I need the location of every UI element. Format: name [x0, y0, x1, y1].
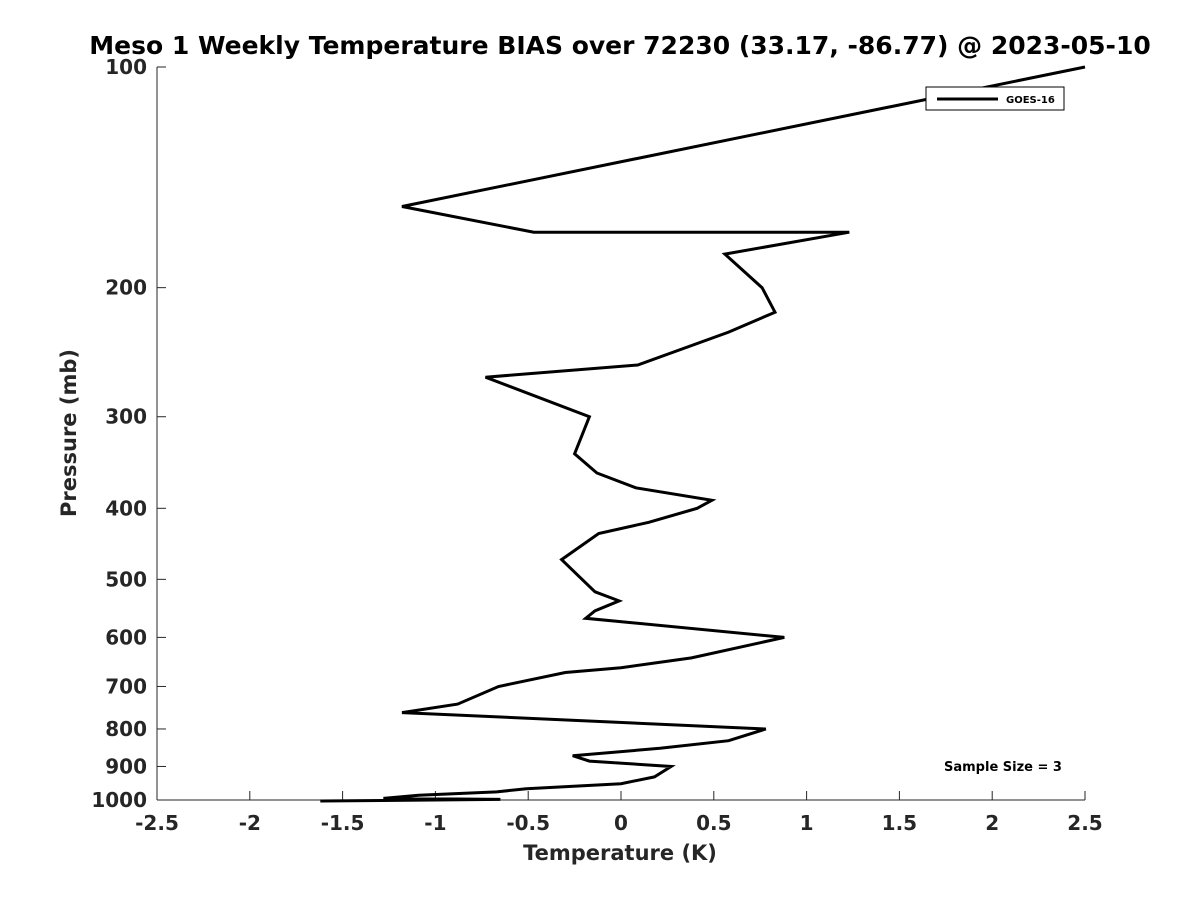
x-tick-label: 0.5 [696, 811, 731, 835]
x-tick-label: 1 [800, 811, 814, 835]
y-axis-label: Pressure (mb) [57, 349, 81, 517]
y-tick-label: 1000 [91, 788, 147, 812]
y-tick-label: 100 [105, 55, 147, 79]
legend: GOES-16 [925, 86, 1065, 111]
y-tick-label: 800 [105, 717, 147, 741]
y-tick-label: 500 [105, 567, 147, 591]
y-tick-label: 600 [105, 625, 147, 649]
y-tick-label: 700 [105, 674, 147, 698]
x-tick-label: 2.5 [1067, 811, 1102, 835]
y-tick-label: 200 [105, 276, 147, 300]
x-tick-label: 2 [985, 811, 999, 835]
x-tick-label: -1 [424, 811, 446, 835]
x-tick-label: -1.5 [321, 811, 365, 835]
x-tick-label: -0.5 [506, 811, 550, 835]
x-tick-label: 0 [614, 811, 628, 835]
sample-size-annotation: Sample Size = 3 [944, 760, 1062, 775]
chart-title: Meso 1 Weekly Temperature BIAS over 7223… [89, 31, 1150, 60]
x-tick-label: -2 [239, 811, 261, 835]
legend-label: GOES-16 [1006, 95, 1055, 106]
x-tick-label: 1.5 [882, 811, 917, 835]
y-tick-label: 900 [105, 754, 147, 778]
x-tick-label: -2.5 [135, 811, 179, 835]
y-tick-label: 400 [105, 496, 147, 520]
series-line [320, 65, 1086, 803]
axes: -2.5 -2 -1.5 -1 -0.5 0 0.5 1 1.5 2 2.5 100 200 300 400… [91, 55, 1102, 835]
y-tick-label: 300 [105, 405, 147, 429]
x-axis-label: Temperature (K) [523, 841, 717, 865]
series-layer [320, 65, 1086, 803]
